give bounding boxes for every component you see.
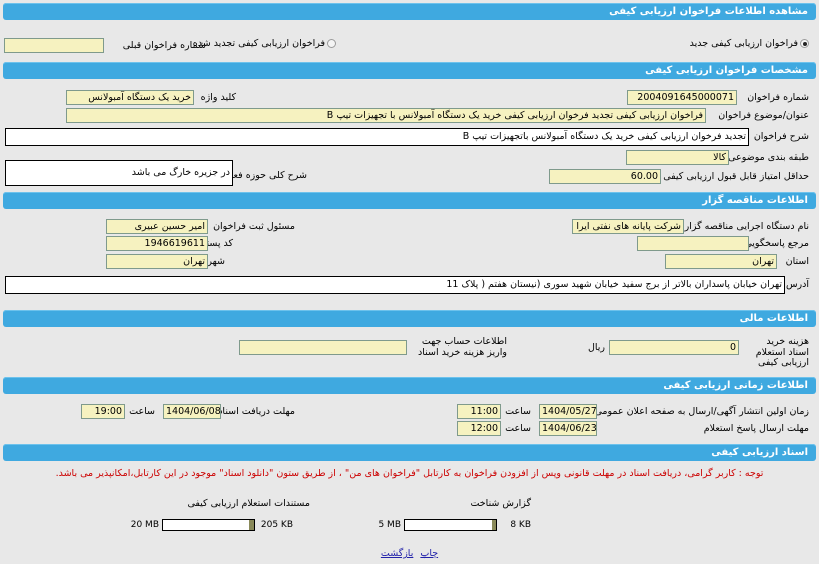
specs-section-title: مشخصات فراخوان ارزیابی کیفی — [645, 65, 808, 76]
organization-section-bar: اطلاعات مناقصه گزار — [3, 192, 816, 209]
call-number-label: شماره فراخوان — [747, 92, 809, 103]
publish-time-input[interactable]: 11:00 — [457, 404, 501, 419]
submit-time-label: ساعت — [505, 423, 531, 434]
page-title-bar: مشاهده اطلاعات فراخوان ارزیابی کیفی — [3, 3, 816, 20]
receive-time-label: ساعت — [129, 406, 155, 417]
previous-call-number-input[interactable] — [4, 38, 104, 53]
postal-code-input[interactable]: 1946619611 — [106, 236, 208, 251]
address-input[interactable]: تهران خیابان پاسداران بالاتر از برج سفید… — [5, 276, 785, 294]
registrar-label: مسئول ثبت فراخوان — [213, 221, 295, 232]
radio-renewed-call-label: فراخوان ارزیابی کیفی تجدید شده — [192, 38, 325, 49]
city-label: شهر — [207, 256, 225, 267]
call-number-input[interactable]: 2004091645000071 — [627, 90, 737, 105]
activity-scope-input[interactable]: در جزیره خارگ می باشد — [5, 160, 233, 186]
category-input[interactable]: کالا — [626, 150, 729, 165]
account-info-label: اطلاعات حساب جهت واریز هزینه خرید اسناد — [418, 336, 507, 358]
page-title: مشاهده اطلاعات فراخوان ارزیابی کیفی — [609, 6, 808, 17]
city-input[interactable]: تهران — [106, 254, 208, 269]
document-max-1: 20 MB — [130, 520, 159, 530]
specs-section-bar: مشخصات فراخوان ارزیابی کیفی — [3, 62, 816, 79]
print-link[interactable]: چاپ — [420, 548, 439, 559]
currency-label: ریال — [587, 342, 605, 353]
document-title-1: مستندات استعلام ارزیابی کیفی — [187, 498, 310, 509]
radio-new-call[interactable]: فراخوان ارزیابی کیفی جدید — [690, 38, 809, 49]
document-meter-fill-0 — [492, 520, 496, 530]
publish-date-input[interactable]: 1404/05/27 — [539, 404, 597, 419]
description-label: شرح فراخوان — [753, 131, 809, 142]
reference-input[interactable] — [637, 236, 749, 251]
previous-call-number-label: شماره فراخوان قبلی — [122, 40, 206, 51]
document-title-0: گزارش شناخت — [470, 498, 531, 509]
receive-date-input[interactable]: 1404/06/08 — [163, 404, 221, 419]
receive-time-input[interactable]: 19:00 — [81, 404, 125, 419]
radio-new-call-indicator[interactable] — [800, 39, 809, 48]
radio-renewed-call-indicator[interactable] — [327, 39, 336, 48]
activity-scope-label: شرح کلی حوزه فعالیت — [215, 170, 307, 181]
postal-code-label: کد پستی — [198, 238, 233, 249]
doc-cost-input[interactable]: 0 — [609, 340, 739, 355]
documents-notice: توجه : کاربر گرامی، دریافت اسناد در مهلت… — [55, 468, 764, 479]
document-size-1: 205 KB — [260, 520, 293, 530]
doc-cost-label: هزینه خرید اسناد استعلام ارزیابی کیفی — [755, 336, 809, 368]
agency-input[interactable]: شرکت پایانه های نفتی ایرا — [572, 219, 684, 234]
timing-section-bar: اطلاعات زمانی ارزیابی کیفی — [3, 377, 816, 394]
timing-section-title: اطلاعات زمانی ارزیابی کیفی — [663, 380, 808, 391]
agency-label: نام دستگاه اجرایی مناقصه گزار — [684, 221, 809, 232]
organization-section-title: اطلاعات مناقصه گزار — [702, 195, 808, 206]
min-score-label: حداقل امتیاز قابل قبول ارزیابی کیفی — [663, 171, 809, 182]
document-meter-1 — [162, 519, 255, 531]
financial-section-bar: اطلاعات مالی — [3, 310, 816, 327]
publish-time-label: ساعت — [505, 406, 531, 417]
submit-label: مهلت ارسال پاسخ استعلام — [703, 423, 809, 434]
financial-section-title: اطلاعات مالی — [739, 313, 809, 324]
min-score-input[interactable]: 60.00 — [549, 169, 661, 184]
receive-label: مهلت دریافت اسناد — [218, 406, 295, 417]
document-meter-fill-1 — [249, 520, 254, 530]
footer-links: چاپ بازگشت — [0, 548, 819, 559]
reference-label: مرجع پاسخگویی — [744, 238, 809, 249]
keyword-label: کلید واژه — [200, 92, 236, 103]
back-link[interactable]: بازگشت — [380, 548, 414, 559]
category-label: طبقه بندی موضوعی — [728, 152, 809, 163]
publish-label: زمان اولین انتشار آگهی/ارسال به صفحه اعل… — [594, 406, 809, 417]
province-label: استان — [785, 256, 809, 267]
registrar-input[interactable]: امیر حسین عبیری — [106, 219, 208, 234]
document-size-0: 8 KB — [510, 520, 531, 530]
document-meter-0 — [404, 519, 497, 531]
address-label: آدرس — [785, 279, 809, 290]
keyword-input[interactable]: خرید یک دستگاه آمبولانس — [66, 90, 194, 105]
subject-label: عنوان/موضوع فراخوان — [718, 110, 809, 121]
account-info-input[interactable] — [239, 340, 407, 355]
submit-date-input[interactable]: 1404/06/23 — [539, 421, 597, 436]
submit-time-input[interactable]: 12:00 — [457, 421, 501, 436]
radio-new-call-label: فراخوان ارزیابی کیفی جدید — [689, 38, 798, 49]
description-input[interactable]: تجدید فرخوان ارزیابی کیفی خرید یک دستگاه… — [5, 128, 749, 146]
subject-input[interactable]: فراخوان ارزیابی کیفی تجدید فرخوان ارزیاب… — [66, 108, 706, 123]
documents-section-title: اسناد ارزیابی کیفی — [711, 447, 808, 458]
province-input[interactable]: تهران — [665, 254, 777, 269]
radio-renewed-call[interactable]: فراخوان ارزیابی کیفی تجدید شده — [193, 38, 336, 49]
document-max-0: 5 MB — [378, 520, 401, 530]
documents-section-bar: اسناد ارزیابی کیفی — [3, 444, 816, 461]
